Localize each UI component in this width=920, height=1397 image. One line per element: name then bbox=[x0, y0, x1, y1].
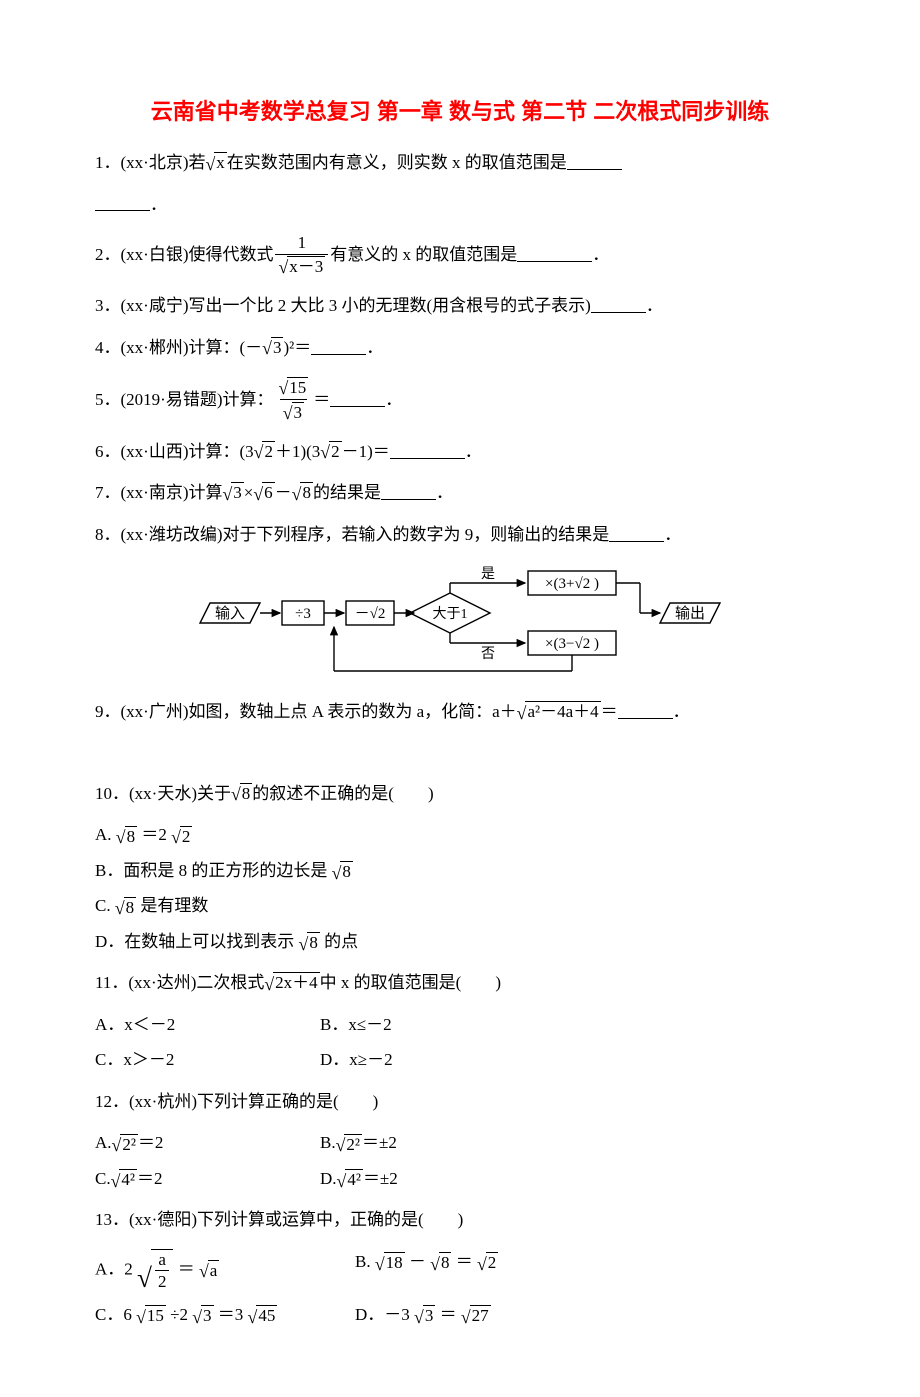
option-d[interactable]: D．－3 √3 ＝ √27 bbox=[355, 1302, 580, 1328]
option-d[interactable]: D．x≥－2 bbox=[320, 1047, 545, 1073]
question-3: 3．(xx·咸宁)写出一个比 2 大比 3 小的无理数(用含根号的式子表示) ． bbox=[95, 293, 825, 319]
q5-text-c: ． bbox=[385, 387, 402, 413]
svg-text:×(3+√2 ): ×(3+√2 ) bbox=[545, 576, 599, 592]
svg-text:×(3−√2 ): ×(3−√2 ) bbox=[545, 636, 599, 652]
blank bbox=[390, 441, 465, 459]
question-5: 5．(2019·易错题)计算： √15 √3 ＝ ． bbox=[95, 376, 825, 423]
option-c[interactable]: C. √8 是有理数 bbox=[95, 893, 320, 919]
q6-text-c: －1)＝ bbox=[342, 439, 390, 465]
q2-text-b: 有意义的 x 的取值范围是 bbox=[330, 242, 517, 268]
q11-options: A．x＜－2 B．x≤－2 C．x＞－2 D．x≥－2 bbox=[95, 1012, 825, 1073]
blank bbox=[330, 389, 385, 407]
q3-end: ． bbox=[646, 293, 663, 319]
blank bbox=[95, 193, 150, 211]
q4-text-c: ． bbox=[366, 335, 383, 361]
q9-text-a: 9．(xx·广州)如图，数轴上点 A 表示的数为 a，化简：a＋ bbox=[95, 699, 517, 725]
q6-text-a: 6．(xx·山西)计算：(3 bbox=[95, 439, 254, 465]
option-a[interactable]: A．x＜－2 bbox=[95, 1012, 320, 1038]
svg-text:大于1: 大于1 bbox=[433, 606, 468, 622]
flowchart: 输入 ÷3 －√2 大于1 是 ×(3+√2 ) 否 ×(3−√2 ) bbox=[95, 563, 825, 683]
question-9: 9．(xx·广州)如图，数轴上点 A 表示的数为 a，化简：a＋ √a²－4a＋… bbox=[95, 699, 825, 725]
blank bbox=[618, 701, 673, 719]
page-title: 云南省中考数学总复习 第一章 数与式 第二节 二次根式同步训练 bbox=[95, 95, 825, 128]
q6-text-b: ＋1)(3 bbox=[275, 439, 320, 465]
q13-options: A．2 √ a2 ＝ √a B. √18 － √8 ＝ √2 C．6 √15 ÷… bbox=[95, 1249, 825, 1328]
blank bbox=[609, 524, 664, 542]
q5-text-b: ＝ bbox=[313, 387, 330, 413]
option-c[interactable]: C．x＞－2 bbox=[95, 1047, 320, 1073]
q2-text-a: 2．(xx·白银)使得代数式 bbox=[95, 242, 273, 268]
option-b[interactable]: B．面积是 8 的正方形的边长是 √8 bbox=[95, 858, 353, 884]
q1-cont: ． bbox=[95, 192, 825, 218]
question-6: 6．(xx·山西)计算：(3 √2 ＋1)(3 √2 －1)＝ ． bbox=[95, 439, 825, 465]
svg-text:－√2: －√2 bbox=[355, 606, 386, 622]
option-a[interactable]: A．2 √ a2 ＝ √a bbox=[95, 1249, 355, 1292]
q4-text-a: 4．(xx·郴州)计算：(－ bbox=[95, 335, 262, 361]
question-12: 12．(xx·杭州)下列计算正确的是( ) bbox=[95, 1089, 825, 1115]
sqrt-x: √x bbox=[205, 152, 226, 173]
q3-text: 3．(xx·咸宁)写出一个比 2 大比 3 小的无理数(用含根号的式子表示) bbox=[95, 293, 591, 319]
question-7: 7．(xx·南京)计算 √3 × √6 － √8 的结果是 ． bbox=[95, 480, 825, 506]
option-c[interactable]: C.√4²＝2 bbox=[95, 1166, 320, 1192]
fraction: 1 √x－3 bbox=[275, 233, 328, 277]
blank bbox=[517, 244, 592, 262]
question-4: 4．(xx·郴州)计算：(－ √3 )²＝ ． bbox=[95, 335, 825, 361]
question-11: 11．(xx·达州)二次根式 √2x＋4 中 x 的取值范围是( ) bbox=[95, 970, 825, 996]
fraction: √15 √3 bbox=[275, 376, 311, 423]
option-b[interactable]: B. √18 － √8 ＝ √2 bbox=[355, 1249, 580, 1292]
question-2: 2．(xx·白银)使得代数式 1 √x－3 有意义的 x 的取值范围是 ． bbox=[95, 233, 825, 277]
q6-text-d: ． bbox=[465, 439, 482, 465]
option-b[interactable]: B.√2²＝±2 bbox=[320, 1130, 545, 1156]
q12-options: A.√2²＝2 B.√2²＝±2 C.√4²＝2 D.√4²＝±2 bbox=[95, 1130, 825, 1191]
q1-text-b: 在实数范围内有意义，则实数 x 的取值范围是 bbox=[227, 150, 567, 176]
sqrt-3: √3 bbox=[262, 337, 283, 358]
option-a[interactable]: A. √8 ＝2 √2 bbox=[95, 822, 320, 848]
q8-text: 8．(xx·潍坊改编)对于下列程序，若输入的数字为 9，则输出的结果是 bbox=[95, 522, 609, 548]
option-a[interactable]: A.√2²＝2 bbox=[95, 1130, 320, 1156]
q7-text-a: 7．(xx·南京)计算 bbox=[95, 480, 222, 506]
svg-text:输出: 输出 bbox=[675, 605, 705, 622]
q5-text-a: 5．(2019·易错题)计算： bbox=[95, 387, 273, 413]
svg-text:否: 否 bbox=[481, 647, 495, 662]
question-13: 13．(xx·德阳)下列计算或运算中，正确的是( ) bbox=[95, 1207, 825, 1233]
option-c[interactable]: C．6 √15 ÷2 √3 ＝3 √45 bbox=[95, 1302, 355, 1328]
blank bbox=[381, 482, 436, 500]
question-10: 10．(xx·天水)关于 √8 的叙述不正确的是( ) bbox=[95, 781, 825, 807]
svg-text:是: 是 bbox=[481, 567, 495, 582]
blank bbox=[591, 295, 646, 313]
option-d[interactable]: D.√4²＝±2 bbox=[320, 1166, 545, 1192]
option-d[interactable]: D．在数轴上可以找到表示 √8 的点 bbox=[95, 929, 358, 955]
blank bbox=[567, 152, 622, 170]
blank bbox=[311, 337, 366, 355]
option-b[interactable]: B．x≤－2 bbox=[320, 1012, 545, 1038]
svg-text:÷3: ÷3 bbox=[295, 606, 311, 622]
question-8: 8．(xx·潍坊改编)对于下列程序，若输入的数字为 9，则输出的结果是 ． bbox=[95, 522, 825, 548]
q1-text-a: 1．(xx·北京)若 bbox=[95, 150, 205, 176]
q4-text-b: )²＝ bbox=[283, 335, 311, 361]
svg-text:输入: 输入 bbox=[215, 605, 245, 622]
question-1: 1．(xx·北京)若 √x 在实数范围内有意义，则实数 x 的取值范围是 bbox=[95, 150, 825, 176]
q10-options: A. √8 ＝2 √2 B．面积是 8 的正方形的边长是 √8 C. √8 是有… bbox=[95, 822, 825, 954]
q2-text-c: ． bbox=[592, 242, 609, 268]
